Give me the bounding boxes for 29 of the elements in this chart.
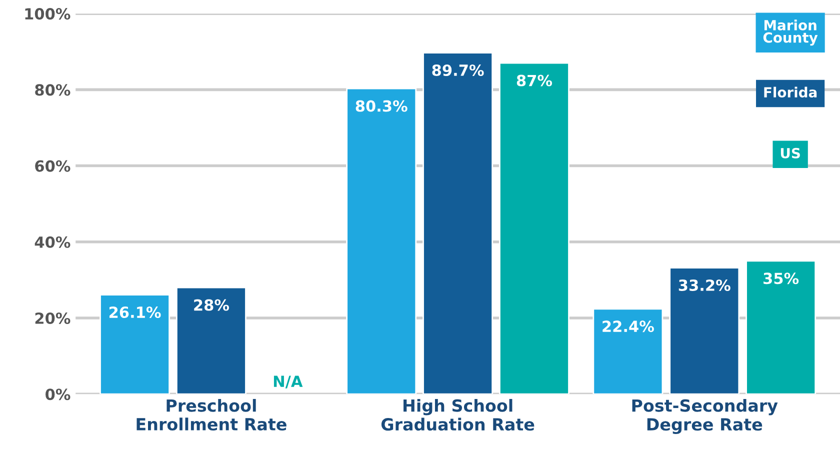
bar (499, 62, 570, 394)
x-tick-label: High School Graduation Rate (381, 398, 534, 431)
y-tick-label: 20% (35, 312, 70, 324)
bar (746, 260, 816, 394)
data-label: 35% (764, 272, 799, 284)
y-tick-label: 100% (25, 8, 70, 20)
y-tick-label: 40% (34, 236, 70, 248)
bar (669, 267, 740, 394)
bar (422, 52, 494, 394)
bar (100, 294, 170, 394)
text: Florida (764, 86, 817, 98)
data-label: 89.7% (432, 64, 484, 76)
text: N/A (274, 376, 303, 388)
text: US (780, 148, 800, 158)
y-tick-label: 0% (46, 388, 70, 400)
data-label: 87% (516, 74, 552, 86)
bar (346, 88, 417, 394)
data-label: 28% (194, 299, 230, 311)
data-label: 22.4% (602, 320, 654, 332)
y-tick-label: 80% (35, 84, 70, 96)
x-tick-label: Preschool Enrollment Rate (136, 398, 286, 431)
data-label: 33.2% (678, 279, 730, 292)
bar (592, 308, 664, 394)
bar (176, 286, 246, 394)
x-tick-label: Post-Secondary Degree Rate (632, 398, 778, 434)
y-tick-label: 60% (35, 160, 70, 172)
data-label: 26.1% (109, 306, 161, 318)
text: Marion County (763, 20, 818, 46)
data-label: 80.3% (356, 100, 408, 112)
